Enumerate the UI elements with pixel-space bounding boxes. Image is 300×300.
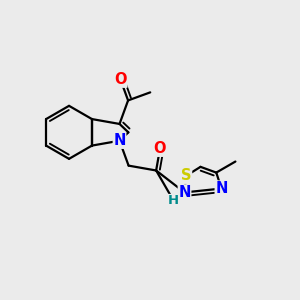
Text: S: S <box>181 168 191 183</box>
Text: N: N <box>178 185 191 200</box>
Text: H: H <box>168 194 179 207</box>
Text: O: O <box>114 72 127 87</box>
Text: N: N <box>113 133 126 148</box>
Text: N: N <box>215 181 228 196</box>
Text: O: O <box>154 141 166 156</box>
